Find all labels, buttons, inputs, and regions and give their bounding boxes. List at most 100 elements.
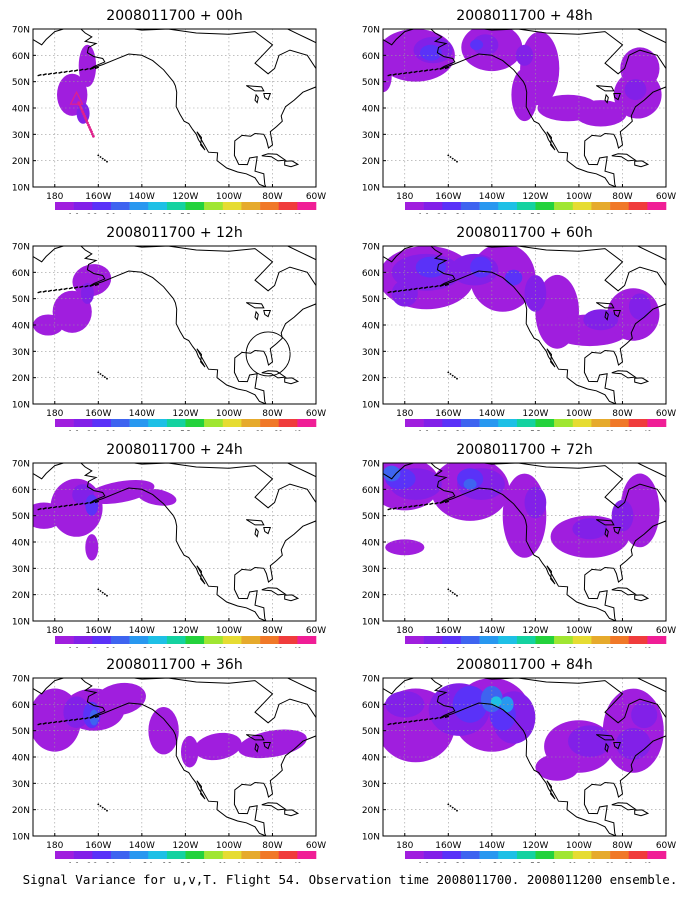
lon-tick-label: 160W [435, 409, 461, 419]
colorbar-swatch [55, 419, 74, 427]
colorbar-swatch [591, 851, 611, 859]
lon-tick-label: 100W [216, 192, 242, 202]
lat-tick-label: 20N [12, 591, 30, 601]
lat-tick-label: 40N [362, 754, 380, 764]
colorbar-swatch [110, 851, 130, 859]
lon-tick-label: 180 [396, 409, 413, 419]
colorbar-swatch [73, 851, 93, 859]
colorbar-swatch [204, 419, 223, 427]
variance-contour [148, 707, 179, 755]
colorbar-label: 3.1 [106, 212, 116, 214]
map-figure: 2008011700 + 84h 70N 60N 50N 40N 30N 20N 10N 180… [362, 657, 676, 869]
lon-tick-label: 160W [85, 192, 111, 202]
colorbar-swatch [260, 636, 279, 644]
colorbar-swatch [148, 851, 168, 859]
variance-contour [85, 494, 99, 516]
colorbar-swatch [260, 202, 279, 210]
colorbar-swatch [479, 419, 499, 427]
map-panel-24h: 2008011700 + 24h 70N 60N 50N 40N 30N 20N 10N 180… [0, 438, 345, 654]
map-figure: 2008011700 + 72h 70N 60N 50N 40N 30N 20N 10N 180… [362, 442, 676, 654]
map-panel-84h: 2008011700 + 84h 70N 60N 50N 40N 30N 20N 10N 180… [350, 653, 695, 869]
colorbar-swatch [241, 202, 261, 210]
lat-tick-label: 60N [12, 52, 30, 62]
colorbar-label: 3.1 [456, 861, 466, 863]
colorbar-label: 2.2 [437, 429, 447, 431]
lat-tick-label: 70N [12, 675, 30, 685]
colorbar-label: 4 [128, 212, 132, 214]
lon-tick-label: 100W [216, 626, 242, 636]
colorbar-label: 7.5 [530, 429, 540, 431]
colorbar-label: 40 [293, 429, 301, 431]
lat-tick-label: 30N [362, 131, 380, 141]
colorbar-swatch [297, 851, 317, 859]
lat-tick-label: 20N [12, 806, 30, 816]
colorbar-label: 21 [606, 861, 614, 863]
lon-tick-label: 80W [612, 841, 632, 851]
lat-tick-label: 10N [12, 401, 30, 411]
map-panel-36h: 2008011700 + 36h 70N 60N 50N 40N 30N 20N 10N 180… [0, 653, 345, 869]
colorbar-swatch [73, 202, 93, 210]
colorbar-swatch [185, 636, 205, 644]
variance-contour [524, 275, 547, 312]
colorbar-swatch [610, 636, 629, 644]
lat-tick-label: 20N [362, 591, 380, 601]
colorbar-label: 40 [643, 212, 651, 214]
lon-tick-label: 160W [85, 409, 111, 419]
map-panel-48h: 2008011700 + 48h 70N 60N 50N 40N 30N 20N 10N 180… [350, 4, 695, 220]
colorbar-swatch [442, 851, 462, 859]
lat-tick-label: 40N [12, 539, 30, 549]
lon-tick-label: 160W [85, 626, 111, 636]
colorbar-label: 6.3 [162, 861, 172, 863]
colorbar-swatch [572, 851, 592, 859]
colorbar-label: 11 [569, 861, 577, 863]
lon-tick-label: 100W [216, 409, 242, 419]
variance-contour [452, 685, 488, 723]
colorbar-swatch [498, 851, 518, 859]
lon-tick-label: 120W [522, 192, 548, 202]
colorbar-swatch [204, 636, 223, 644]
lon-tick-label: 80W [262, 626, 282, 636]
colorbar-label: 29 [625, 212, 633, 214]
lat-tick-label: 60N [362, 486, 380, 496]
colorbar-swatch [278, 202, 298, 210]
colorbar-label: 6.3 [162, 429, 172, 431]
lon-tick-label: 140W [479, 409, 505, 419]
colorbar-label: 2.2 [87, 212, 97, 214]
colorbar-swatch [610, 419, 629, 427]
lon-tick-label: 140W [129, 626, 155, 636]
colorbar-swatch [591, 202, 611, 210]
colorbar-label: 9 [202, 429, 206, 431]
colorbar-swatch [278, 636, 298, 644]
lon-tick-label: 160W [435, 841, 461, 851]
panel-title: 2008011700 + 00h [106, 8, 242, 24]
lat-tick-label: 30N [362, 780, 380, 790]
colorbar-label: 1.6 [68, 212, 78, 214]
colorbar-swatch [241, 851, 261, 859]
colorbar: 1.6 2.2 3.1 4 5.1 6.3 7.5 9 11 14 21 29 40 [55, 851, 317, 869]
lat-tick-label: 70N [362, 675, 380, 685]
colorbar-swatch [460, 202, 480, 210]
lat-tick-label: 10N [12, 833, 30, 843]
lat-tick-label: 70N [12, 460, 30, 470]
variance-contour [574, 100, 627, 127]
colorbar-swatch [647, 419, 667, 427]
lon-tick-label: 60W [306, 192, 326, 202]
colorbar-swatch [166, 202, 186, 210]
variance-contour [470, 39, 484, 51]
lon-tick-label: 100W [566, 192, 592, 202]
variance-contour [568, 725, 612, 757]
colorbar-label: 6.3 [162, 212, 172, 214]
colorbar-swatch [222, 636, 242, 644]
lat-tick-label: 70N [362, 26, 380, 36]
colorbar-swatch [222, 851, 242, 859]
variance-contour [620, 47, 660, 90]
lat-tick-label: 10N [362, 833, 380, 843]
colorbar-swatch [628, 202, 648, 210]
colorbar: 1.6 2.2 3.1 4 5.1 6.3 7.5 9 11 14 21 29 40 [55, 419, 317, 437]
map-figure: 2008011700 + 12h 70N 60N 50N 40N 30N 20N 10N 180… [12, 225, 326, 437]
colorbar-label: 14 [587, 861, 595, 863]
highlight-circle [245, 331, 291, 377]
lat-tick-label: 50N [362, 727, 380, 737]
colorbar: 1.6 2.2 3.1 4 5.1 6.3 7.5 9 11 14 21 29 40 [55, 202, 317, 220]
panel-title: 2008011700 + 24h [106, 442, 242, 458]
